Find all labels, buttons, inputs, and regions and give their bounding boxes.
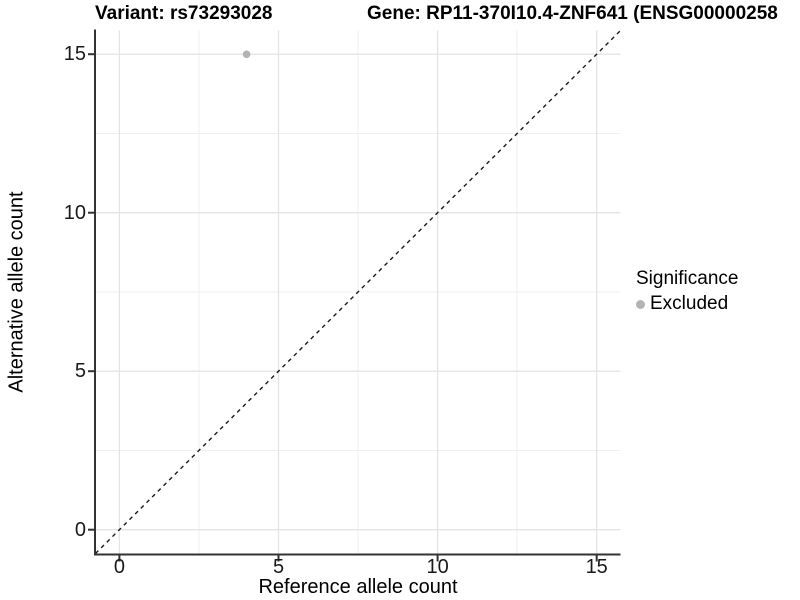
y-axis-title: Alternative allele count [5,191,28,393]
points-layer [242,50,251,59]
y-tick-label-10: 10 [63,201,86,224]
legend-item-excluded: Excluded [636,293,738,315]
gene-title: Gene: RP11-370I10.4-ZNF641 (ENSG00000258 [367,3,778,24]
tick-marks [88,53,598,562]
x-axis-title: Reference allele count [258,576,458,598]
y-tick-label-0: 0 [74,518,86,541]
y-tick-label-5: 5 [74,360,86,383]
x-tick-label-0: 0 [113,556,125,578]
legend: Significance Excluded [636,268,738,315]
excluded-point-icon [636,299,645,309]
legend-title: Significance [636,268,739,289]
y-tick-label-15: 15 [63,43,86,66]
axis-lines [94,29,621,556]
grid-major [95,30,621,554]
variant-title: Variant: rs73293028 [95,3,273,24]
legend-item-label: Excluded [650,293,729,314]
x-tick-label-5: 5 [272,556,285,578]
x-tick-label-15: 15 [585,556,608,578]
identity-line [95,30,621,554]
x-tick-label-10: 10 [426,556,449,578]
data-point [242,50,251,59]
